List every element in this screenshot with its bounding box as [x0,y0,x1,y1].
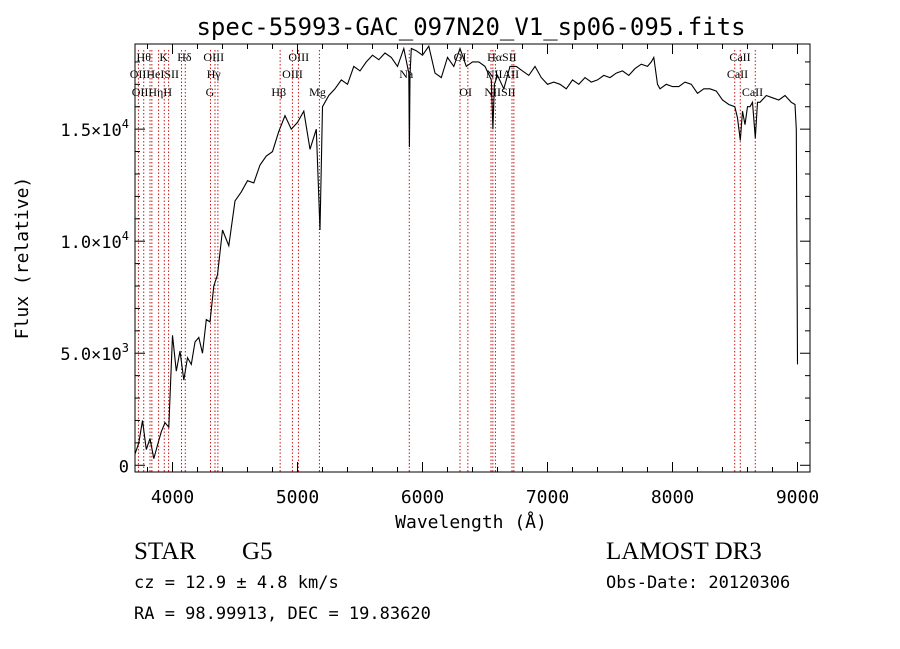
chart-title: spec-55993-GAC_097N20_V1_sp06-095.fits [196,13,745,41]
line-label: OIII [282,67,303,81]
spectral-line-labels: Hθ K Hδ OIII OIII OI HαSII CaII OIIHeISII Hγ OIII N… [130,50,763,99]
spectral-line-markers [137,50,756,472]
line-label: OIIHeISII [130,67,179,81]
object-subclass: G5 [242,538,273,565]
y-tick-base: 1.5×10 [60,121,121,141]
y-tick-label: 1.0×104 [60,229,129,253]
x-tick-label: 9000 [776,487,819,508]
y-tick-base: 1.0×10 [60,233,121,253]
y-tick-exponent: 4 [122,117,129,131]
x-tick-label: 7000 [526,487,569,508]
observation-date: Obs-Date: 20120306 [606,573,791,593]
x-tick-label: 8000 [651,487,694,508]
line-label: Hθ [137,50,152,64]
survey-name: LAMOST DR3 [606,538,762,565]
line-label: Hγ [207,67,222,81]
line-label: Hδ [177,50,192,64]
x-axis: 4000 5000 6000 7000 8000 9000 [147,44,819,508]
line-label: OI [454,50,467,64]
line-label: OI [459,85,472,99]
coordinates: RA = 98.99913, DEC = 19.83620 [134,604,431,624]
y-tick-label: 0 [119,457,129,477]
x-tick-label: 4000 [151,487,194,508]
y-tick-base: 5.0×10 [60,345,121,365]
y-tick-exponent: 3 [122,341,129,355]
line-label: HαSII [487,50,517,64]
line-label: CaII [727,67,748,81]
x-axis-label: Wavelength (Å) [395,511,547,533]
line-label: Mg [309,85,326,99]
y-tick-label: 5.0×103 [60,341,129,365]
redshift-value: cz = 12.9 ± 4.8 km/s [134,573,339,593]
y-tick-exponent: 4 [122,229,129,243]
line-label: OIIHηH [132,85,173,99]
y-axis-label: Flux (relative) [12,177,33,340]
y-tick-base: 0 [119,457,129,477]
line-label: OIII [203,50,224,64]
line-label: G [206,85,215,99]
line-label: CaII [742,85,763,99]
line-label: CaII [729,50,750,64]
line-label: NIIAII [486,67,519,81]
line-label: OIII [288,50,309,64]
y-tick-label: 1.5×104 [60,117,129,141]
x-tick-label: 6000 [401,487,444,508]
object-class: STAR [134,538,196,565]
x-tick-label: 5000 [276,487,319,508]
spectrum-line [134,44,799,459]
plot-frame [134,43,811,473]
line-label: Na [399,67,414,81]
line-label: NIISII [484,85,515,99]
line-label: Hβ [271,85,286,99]
line-label: K [159,50,168,64]
